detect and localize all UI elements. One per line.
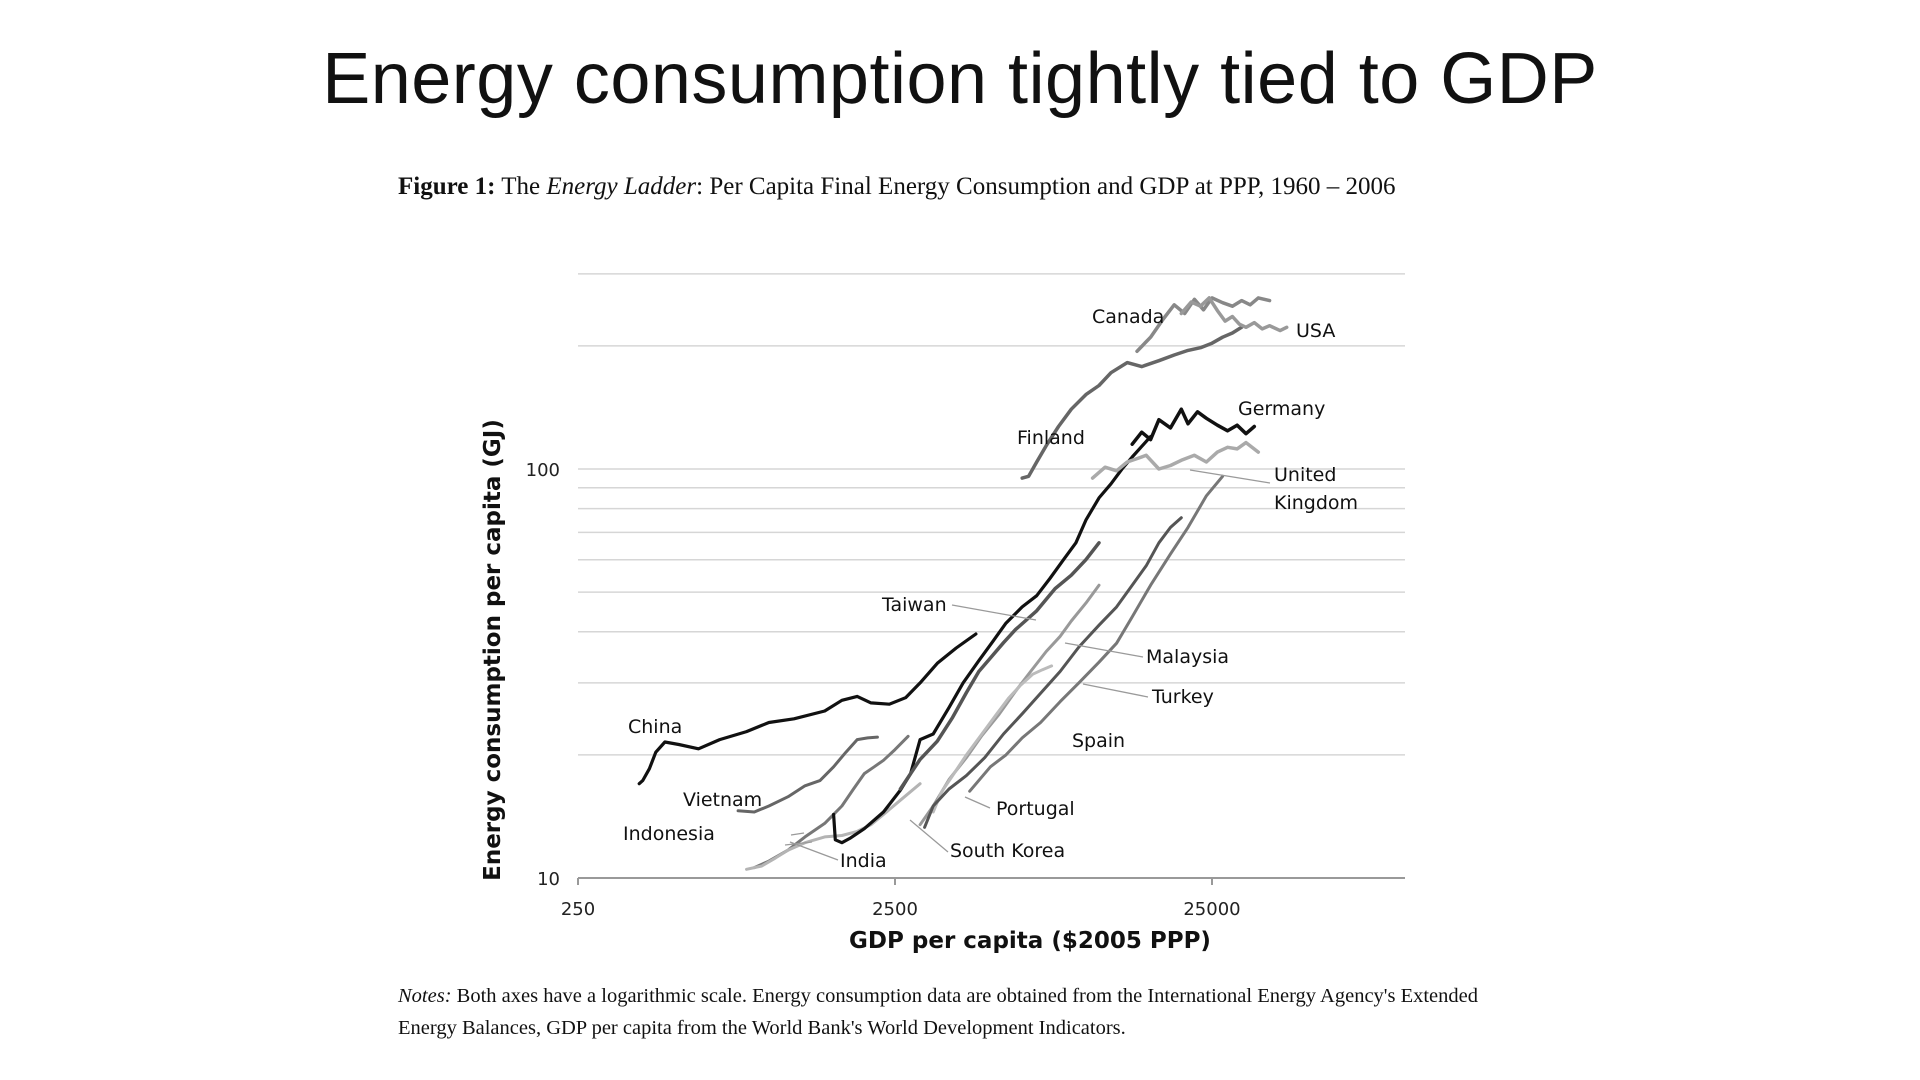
- country-labels: China Vietnam Indonesia India South Korea Por…: [623, 306, 1358, 872]
- leader-line: [784, 841, 813, 846]
- country-label-canada: Canada: [1092, 306, 1164, 328]
- series-line-turkey: [931, 664, 1054, 814]
- country-label-indonesia: Indonesia: [623, 823, 715, 845]
- caption-the: The: [501, 173, 541, 200]
- leader-line: [909, 819, 949, 853]
- country-label-portugal: Portugal: [996, 798, 1075, 820]
- leader-line: [964, 796, 991, 809]
- series-line-finland: [1020, 325, 1244, 480]
- country-label-spain: Spain: [1072, 730, 1125, 752]
- figure-caption: Figure 1: The Energy Ladder: Per Capita …: [398, 170, 1528, 203]
- country-label-vietnam: Vietnam: [683, 789, 762, 811]
- figure-label: Figure 1:: [398, 173, 496, 200]
- series-line-south-korea: [831, 435, 1153, 845]
- series-line-vietnam: [736, 735, 879, 814]
- series-line-usa: [1179, 296, 1289, 333]
- series-line-spain: [968, 474, 1225, 793]
- country-label-germany: Germany: [1238, 398, 1325, 420]
- country-label-india: India: [840, 850, 887, 872]
- country-label-taiwan: Taiwan: [881, 594, 947, 616]
- x-axis-title: GDP per capita ($2005 PPP): [849, 928, 1211, 954]
- country-label-malaysia: Malaysia: [1146, 646, 1229, 668]
- y-tick-label: 10: [537, 869, 560, 890]
- leader-line: [789, 841, 839, 861]
- country-label-finland: Finland: [1017, 427, 1085, 449]
- series-line-india: [745, 782, 922, 871]
- series-line-united-kingdom: [1090, 440, 1261, 480]
- y-tick-label: 100: [526, 460, 560, 481]
- series-line-canada: [1135, 296, 1272, 354]
- caption-energy-ladder: Energy Ladder: [546, 173, 697, 200]
- y-axis-title: Energy consumption per capita (GJ): [480, 419, 506, 881]
- series-lines: [637, 296, 1289, 871]
- leader-line: [790, 832, 805, 836]
- slide-title: Energy consumption tightly tied to GDP: [322, 39, 1598, 119]
- country-label-usa: USA: [1296, 320, 1335, 342]
- grid-lines: [578, 273, 1405, 756]
- axis-ticks: 250 2500 25000 10 100: [526, 460, 1241, 920]
- x-tick-label: 2500: [872, 899, 918, 920]
- series-line-germany: [1130, 407, 1257, 446]
- country-label-kingdom: Kingdom: [1274, 492, 1358, 514]
- country-label-south-korea: South Korea: [950, 840, 1065, 862]
- caption-text: : Per Capita Final Energy Consumption an…: [696, 173, 1396, 200]
- country-label-china: China: [628, 716, 682, 738]
- notes-label: Notes:: [398, 985, 452, 1007]
- x-tick-label: 250: [561, 899, 595, 920]
- country-label-united: United: [1274, 464, 1336, 486]
- figure-notes: Notes: Both axes have a logarithmic scal…: [398, 980, 1538, 1044]
- notes-text: Both axes have a logarithmic scale. Ener…: [398, 985, 1479, 1039]
- x-tick-label: 25000: [1183, 899, 1240, 920]
- series-line-china: [637, 632, 978, 786]
- label-leader-lines: [784, 469, 1271, 861]
- leader-line: [951, 604, 1037, 621]
- leader-line: [1064, 642, 1144, 658]
- series-line-portugal: [923, 516, 1183, 829]
- leader-line: [1189, 469, 1271, 484]
- series-line-taiwan: [898, 541, 1101, 791]
- country-label-turkey: Turkey: [1151, 686, 1214, 708]
- leader-line: [1082, 683, 1149, 698]
